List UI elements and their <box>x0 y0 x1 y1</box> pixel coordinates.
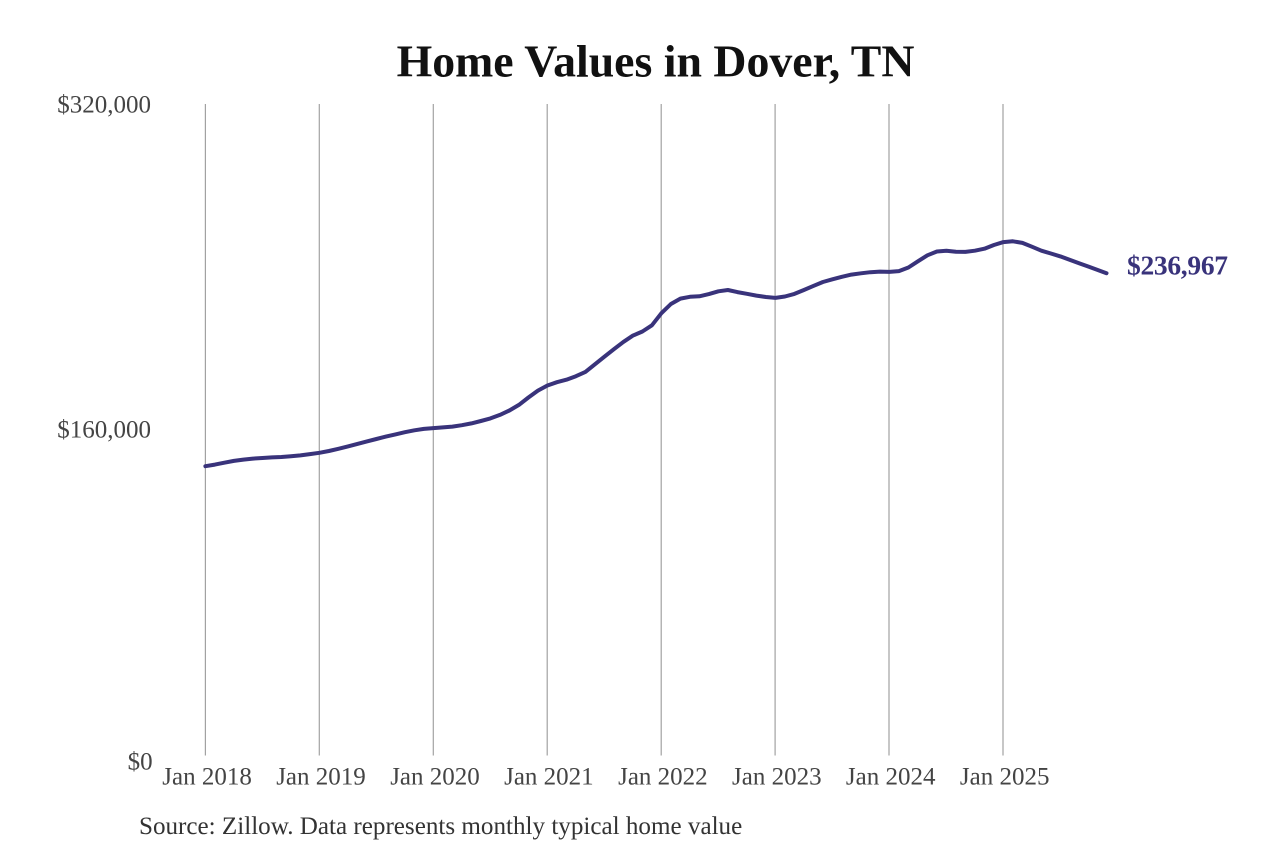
svg-text:Jan 2020: Jan 2020 <box>390 763 480 790</box>
svg-text:$320,000: $320,000 <box>57 92 151 119</box>
svg-text:Jan 2023: Jan 2023 <box>732 763 822 790</box>
svg-text:Source: Zillow. Data represent: Source: Zillow. Data represents monthly … <box>139 813 742 840</box>
svg-text:Home Values in Dover, TN: Home Values in Dover, TN <box>397 36 915 87</box>
svg-text:$236,967: $236,967 <box>1127 249 1228 280</box>
svg-text:$0: $0 <box>128 748 153 775</box>
svg-text:Jan 2021: Jan 2021 <box>504 763 594 790</box>
svg-text:Jan 2025: Jan 2025 <box>960 763 1050 790</box>
svg-text:Jan 2018: Jan 2018 <box>162 763 252 790</box>
svg-text:Jan 2022: Jan 2022 <box>618 763 708 790</box>
svg-text:Jan 2024: Jan 2024 <box>846 763 936 790</box>
svg-text:$160,000: $160,000 <box>57 417 151 444</box>
svg-text:Jan 2019: Jan 2019 <box>276 763 366 790</box>
